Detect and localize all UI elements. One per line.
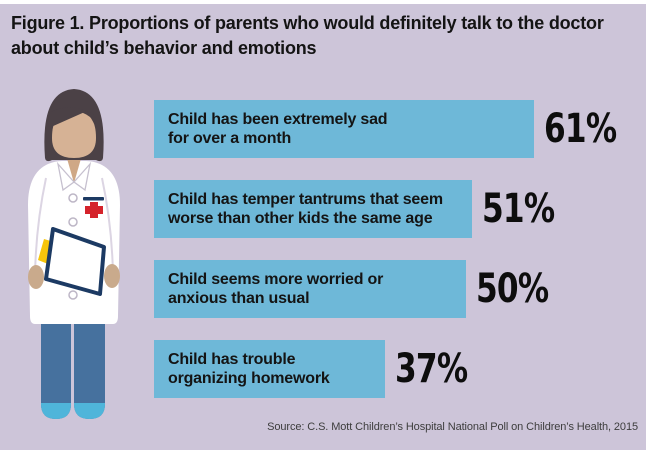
source-credit: Source: C.S. Mott Children’s Hospital Na… <box>267 421 638 433</box>
doctor-illustration <box>28 89 120 419</box>
bar-value: 51% <box>482 186 555 232</box>
bar-row: Child seems more worried or anxious than … <box>154 260 637 318</box>
page-border-right <box>646 0 650 450</box>
coat-lapel <box>73 161 92 192</box>
doctor-hand <box>104 264 120 288</box>
doctor-leg <box>41 316 71 419</box>
doctor-hair-fringe <box>87 111 96 127</box>
doctor-sleeve-seam <box>34 177 47 276</box>
doctor-hair-fringe <box>51 107 87 127</box>
bar-label: organizing homework <box>168 370 330 387</box>
figure-title-line2: about child’s behavior and emotions <box>11 38 317 58</box>
doctor-shoe <box>41 403 71 419</box>
bar-row: Child has been extremely sad for over a m… <box>154 100 637 158</box>
bar-value: 50% <box>476 266 549 312</box>
bar-label: Child has trouble <box>168 350 296 368</box>
bar: Child has trouble organizing homework <box>154 340 385 398</box>
doctor-shoe <box>74 403 105 419</box>
bar-label: worse than other kids the same age <box>168 210 433 227</box>
bar-label: anxious than usual <box>168 290 310 307</box>
coat-button <box>68 217 78 227</box>
clipboard <box>44 227 106 296</box>
doctor-leg <box>74 316 105 419</box>
figure-title: Figure 1. Proportions of parents who wou… <box>11 11 604 61</box>
bar-row: Child has temper tantrums that seem worse… <box>154 180 637 238</box>
coat-lapel <box>56 161 75 192</box>
pocket-pen <box>83 197 104 201</box>
bar: Child seems more worried or anxious than … <box>154 260 466 318</box>
doctor-hand <box>28 265 44 289</box>
bar-label: for over a month <box>168 130 292 147</box>
bar-label: Child has been extremely sad <box>168 110 388 128</box>
bar-chart: Child has been extremely sad for over a m… <box>154 100 637 420</box>
bar-label: Child has temper tantrums that seem <box>168 190 443 208</box>
doctor-neck <box>66 155 82 183</box>
doctor-face <box>52 111 96 158</box>
figure-title-line1: Figure 1. Proportions of parents who wou… <box>11 13 604 33</box>
coat-button <box>68 290 78 300</box>
bar-label: Child seems more worried or <box>168 270 384 288</box>
bar: Child has been extremely sad for over a m… <box>154 100 534 158</box>
bar-row: Child has trouble organizing homework 37% <box>154 340 637 398</box>
bar-value: 37% <box>395 346 468 392</box>
bar-value: 61% <box>544 106 617 152</box>
coat-button <box>68 193 78 203</box>
red-cross-icon <box>85 202 103 218</box>
bar: Child has temper tantrums that seem worse… <box>154 180 472 238</box>
page-border-top <box>0 0 650 4</box>
